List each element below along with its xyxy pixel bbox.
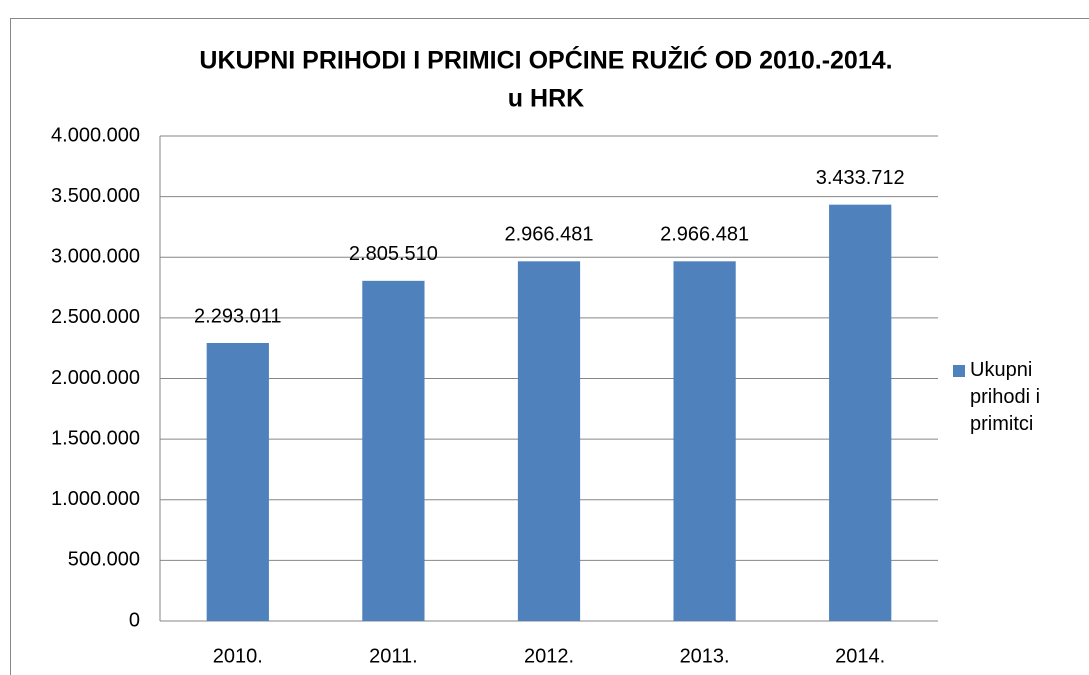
bar (829, 204, 892, 621)
y-tick-label: 2.500.000 (51, 306, 140, 328)
data-label: 2.966.481 (660, 224, 749, 246)
x-tick-label: 2010. (213, 645, 263, 667)
x-tick-label: 2011. (369, 645, 418, 667)
bar (517, 261, 581, 621)
y-tick-label: 1.500.000 (51, 427, 140, 449)
data-label: 2.805.510 (349, 243, 438, 265)
legend-swatch (953, 365, 965, 377)
y-tick-label: 0 (129, 609, 140, 631)
data-label: 3.433.712 (816, 167, 905, 189)
x-tick-label: 2013. (680, 645, 730, 667)
y-tick-label: 2.000.000 (51, 367, 140, 389)
chart-subtitle: u HRK (508, 85, 584, 113)
bar (362, 280, 425, 621)
x-tick-label: 2012. (524, 645, 574, 667)
y-tick-label: 1.000.000 (51, 488, 140, 510)
data-label: 2.966.481 (505, 224, 594, 246)
y-tick-label: 3.500.000 (51, 185, 140, 207)
chart-title: UKUPNI PRIHODI I PRIMICI OPĆINE RUŽIĆ OD… (199, 45, 892, 75)
legend-label: Ukupni prihodi i primitci (970, 359, 1041, 435)
y-tick-label: 500.000 (68, 549, 140, 571)
y-tick-label: 3.000.000 (51, 246, 140, 268)
bar (206, 342, 269, 621)
x-tick-label: 2014. (835, 645, 885, 667)
y-tick-label: 4.000.000 (51, 124, 140, 146)
bar (673, 261, 736, 621)
data-label: 2.293.011 (194, 305, 282, 327)
